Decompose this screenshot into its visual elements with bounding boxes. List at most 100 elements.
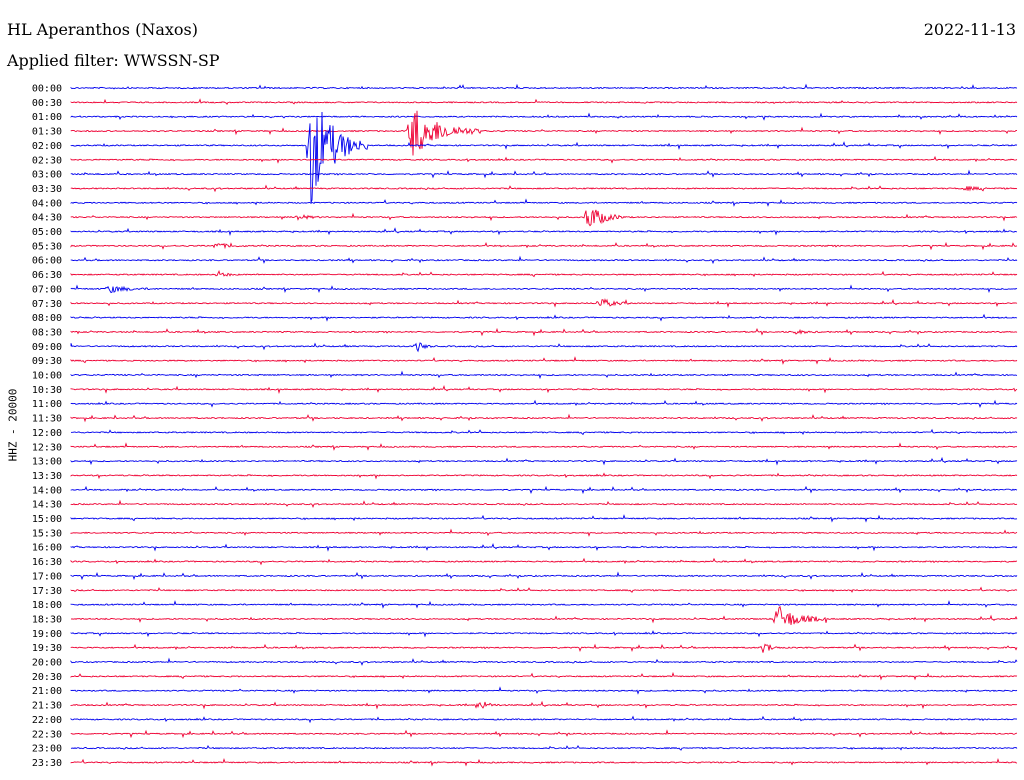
seismic-trace: [70, 184, 1018, 193]
date-label: 2022-11-13: [923, 20, 1016, 39]
row-time-label: 09:30: [32, 356, 62, 367]
seismic-trace: [70, 657, 1018, 666]
seismic-trace: [70, 198, 1018, 207]
seismic-trace: [70, 643, 1018, 653]
seismic-trace: [70, 686, 1018, 695]
row-time-label: 05:00: [32, 227, 62, 238]
row-time-label: 00:00: [32, 84, 62, 95]
seismic-trace: [70, 700, 1018, 710]
row-time-label: 21:30: [32, 701, 62, 712]
row-time-label: 17:30: [32, 586, 62, 597]
seismic-trace: [70, 600, 1018, 609]
row-time-label: 05:30: [32, 241, 62, 252]
row-time-label: 23:00: [32, 744, 62, 755]
row-time-label: 14:00: [32, 485, 62, 496]
seismic-trace: [70, 630, 1018, 638]
seismic-trace: [70, 605, 1018, 625]
row-time-label: 07:00: [32, 284, 62, 295]
seismic-trace: [70, 370, 1018, 380]
seismic-trace: [70, 356, 1018, 365]
seismic-trace: [70, 327, 1018, 337]
row-time-label: 20:30: [32, 672, 62, 683]
row-time-label: 23:30: [32, 758, 62, 769]
row-time-label: 17:00: [32, 571, 62, 582]
seismic-trace: [70, 342, 1018, 353]
row-time-label: 02:30: [32, 155, 62, 166]
station-title: HL Aperanthos (Naxos): [7, 20, 198, 39]
row-time-label: 14:30: [32, 500, 62, 511]
seismic-trace: [70, 528, 1018, 537]
row-time-label: 04:00: [32, 198, 62, 209]
seismic-trace: [70, 542, 1018, 552]
row-time-label: 01:30: [32, 127, 62, 138]
seismic-trace: [70, 83, 1018, 90]
seismic-trace: [70, 155, 1018, 164]
seismic-trace: [70, 757, 1018, 767]
seismic-trace: [70, 557, 1018, 566]
row-time-label: 03:30: [32, 184, 62, 195]
seismic-trace: [70, 744, 1018, 751]
seismic-trace: [70, 499, 1018, 508]
seismic-trace: [70, 112, 1018, 121]
seismic-trace: [70, 298, 1018, 308]
row-time-label: 10:30: [32, 385, 62, 396]
row-time-label: 03:00: [32, 170, 62, 181]
seismic-trace: [70, 110, 1018, 156]
row-time-label: 07:30: [32, 299, 62, 310]
row-time-label: 18:00: [32, 600, 62, 611]
seismic-trace: [70, 729, 1018, 739]
seismic-trace: [70, 442, 1017, 451]
seismic-trace: [70, 169, 1018, 179]
seismic-trace: [70, 586, 1018, 593]
row-time-label: 00:30: [32, 98, 62, 109]
row-time-label: 22:30: [32, 729, 62, 740]
row-time-label: 11:00: [32, 399, 62, 410]
seismic-trace: [70, 227, 1018, 237]
seismic-trace: [70, 671, 1018, 681]
seismic-trace: [70, 284, 1018, 294]
seismic-trace: [70, 313, 1018, 322]
seismic-trace: [70, 514, 1018, 523]
seismic-trace: [70, 241, 1018, 251]
row-time-label: 04:30: [32, 213, 62, 224]
row-time-label: 19:30: [32, 643, 62, 654]
row-time-label: 15:30: [32, 528, 62, 539]
seismic-trace: [70, 456, 1018, 466]
seismic-trace: [70, 385, 1018, 394]
seismic-trace: [70, 428, 1018, 436]
seismic-trace: [70, 413, 1018, 423]
seismic-trace: [70, 472, 1018, 480]
row-time-label: 10:00: [32, 371, 62, 382]
row-time-label: 21:00: [32, 686, 62, 697]
seismic-trace: [70, 269, 1018, 278]
row-time-label: 15:00: [32, 514, 62, 525]
row-time-label: 08:00: [32, 313, 62, 324]
row-time-label: 16:30: [32, 557, 62, 568]
row-time-label: 01:00: [32, 112, 62, 123]
seismic-trace: [70, 111, 1018, 203]
row-time-label: 09:00: [32, 342, 62, 353]
row-time-label: 22:00: [32, 715, 62, 726]
row-time-label: 13:30: [32, 471, 62, 482]
row-time-label: 12:00: [32, 428, 62, 439]
row-time-label: 19:00: [32, 629, 62, 640]
seismic-trace: [70, 209, 1018, 227]
row-time-label: 12:30: [32, 442, 62, 453]
row-time-label: 13:00: [32, 457, 62, 468]
seismic-trace: [70, 715, 1018, 724]
row-time-label: 20:00: [32, 658, 62, 669]
filter-label: Applied filter: WWSSN-SP: [7, 51, 220, 70]
row-time-label: 06:00: [32, 256, 62, 267]
seismic-trace: [70, 571, 1018, 581]
row-time-label: 08:30: [32, 327, 62, 338]
seismic-trace: [70, 399, 1018, 408]
seismic-trace: [70, 485, 1018, 495]
row-time-label: 18:30: [32, 614, 62, 625]
row-time-label: 16:00: [32, 543, 62, 554]
row-time-label: 02:00: [32, 141, 62, 152]
seismic-trace: [70, 255, 1018, 265]
row-time-label: 06:30: [32, 270, 62, 281]
seismic-trace: [70, 98, 1018, 106]
row-time-label: 11:30: [32, 414, 62, 425]
